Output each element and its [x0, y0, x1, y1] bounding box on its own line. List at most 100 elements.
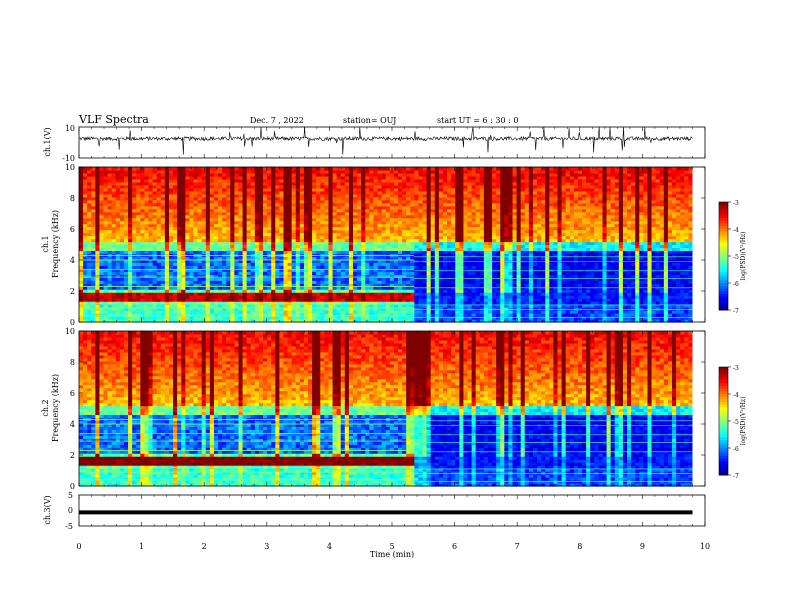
spec1-cell [156, 277, 162, 281]
spec1-cell [87, 244, 92, 249]
spec1-cell [111, 289, 117, 293]
spec1-cell [193, 167, 199, 171]
spec1-cell [123, 301, 129, 305]
spec1-cell [173, 220, 178, 225]
spec1-cell [222, 226, 227, 231]
spec1-cell [119, 292, 125, 296]
spec1-cell [267, 184, 272, 189]
spec1-cell [205, 223, 211, 228]
spec1-cell [193, 286, 199, 290]
spec1-cell [299, 167, 305, 171]
spec1-cell [132, 235, 137, 240]
spec1-cell [205, 196, 211, 201]
spec1-cell [283, 271, 289, 275]
spec1-cell [91, 167, 96, 171]
spec1-cell [279, 169, 285, 174]
spec1-cell [250, 202, 256, 207]
spec1-cell [181, 205, 186, 210]
spec1-cell [168, 187, 174, 192]
spec1-cell [205, 247, 211, 252]
spec1-cell [222, 214, 227, 219]
spec1-cell [87, 283, 92, 287]
spec1-cell [205, 175, 211, 180]
spec1-cell [275, 223, 280, 228]
spec1-cell [156, 202, 162, 207]
spec1-cell [426, 167, 432, 171]
spec1-cell [263, 289, 268, 293]
spec1-cell [107, 169, 113, 174]
spec1-cell [205, 304, 211, 308]
spec1-cell [144, 283, 150, 287]
spec1-cell [242, 274, 248, 278]
spec1-cell [193, 214, 199, 219]
spec1-cell [263, 220, 268, 225]
spec1-cell [189, 310, 195, 314]
spec1-cell [230, 244, 236, 249]
spec1-cell [119, 226, 125, 231]
spec1-cell [115, 178, 121, 183]
spec1-cell [148, 199, 154, 204]
spec1-cell [119, 235, 125, 240]
spec1-cell [254, 202, 260, 207]
spec1-cell [95, 301, 101, 305]
spec1-cell [164, 277, 170, 281]
spec1-cell [140, 214, 146, 219]
spec1-cell [123, 238, 129, 243]
spec1-cell [152, 169, 158, 174]
spec1-cell [271, 319, 276, 323]
spec1-cell [238, 199, 244, 204]
spec1-cell [275, 310, 280, 314]
spec1-cell [181, 167, 186, 171]
spec1-cell [263, 313, 268, 317]
spec1-cell [197, 196, 203, 201]
spec1-cell [263, 307, 268, 311]
spec1-cell [267, 310, 272, 314]
spec1-cell [148, 169, 154, 174]
spec1-cell [193, 211, 199, 216]
spec1-cell [99, 301, 105, 305]
spec1-cell [95, 208, 101, 213]
spec1-cell [168, 274, 174, 278]
spec1-cell [193, 274, 199, 278]
spec1-cell [230, 202, 236, 207]
spec1-cell [185, 256, 191, 260]
spec1-cell [275, 226, 280, 231]
spec1-cell [132, 268, 137, 272]
spec1-cell [83, 319, 88, 323]
spec1-cell [267, 199, 272, 204]
spec1-cell [99, 289, 105, 293]
spec1-cell [226, 283, 231, 287]
spec1-cell [148, 250, 154, 255]
spec1-cell [193, 304, 199, 308]
spec1-cell [275, 247, 280, 252]
spec1-cell [213, 223, 219, 228]
spec1-cell [213, 214, 219, 219]
spec1-cell [271, 217, 276, 222]
spec1-cell [95, 226, 101, 231]
spec1-cell [279, 319, 285, 323]
spec1-cell [267, 256, 272, 260]
spec1-cell [242, 280, 248, 284]
spec1-cell [148, 268, 154, 272]
spec1-cell [173, 319, 178, 323]
spec1-cell [107, 172, 113, 177]
spec1-cell [254, 298, 260, 302]
spec1-cell [226, 223, 231, 228]
spec1-cell [181, 208, 186, 213]
spec1-cell [136, 265, 141, 269]
spec1-cell [95, 193, 101, 198]
spec1-cell [79, 178, 84, 183]
spec1-cell [201, 259, 207, 263]
spec1-cell [160, 238, 166, 243]
spec1-cell [103, 208, 109, 213]
spec1-cell [128, 265, 133, 269]
spec1-cell [87, 181, 92, 186]
spec1-cell [185, 238, 191, 243]
spec1-cell [263, 187, 268, 192]
spec1-cell [111, 262, 117, 266]
spec1-cell [156, 181, 162, 186]
spec1-cell [148, 292, 154, 296]
spec1-cell [258, 295, 264, 299]
spec1-cell [111, 175, 117, 180]
spec1-cell [185, 187, 191, 192]
